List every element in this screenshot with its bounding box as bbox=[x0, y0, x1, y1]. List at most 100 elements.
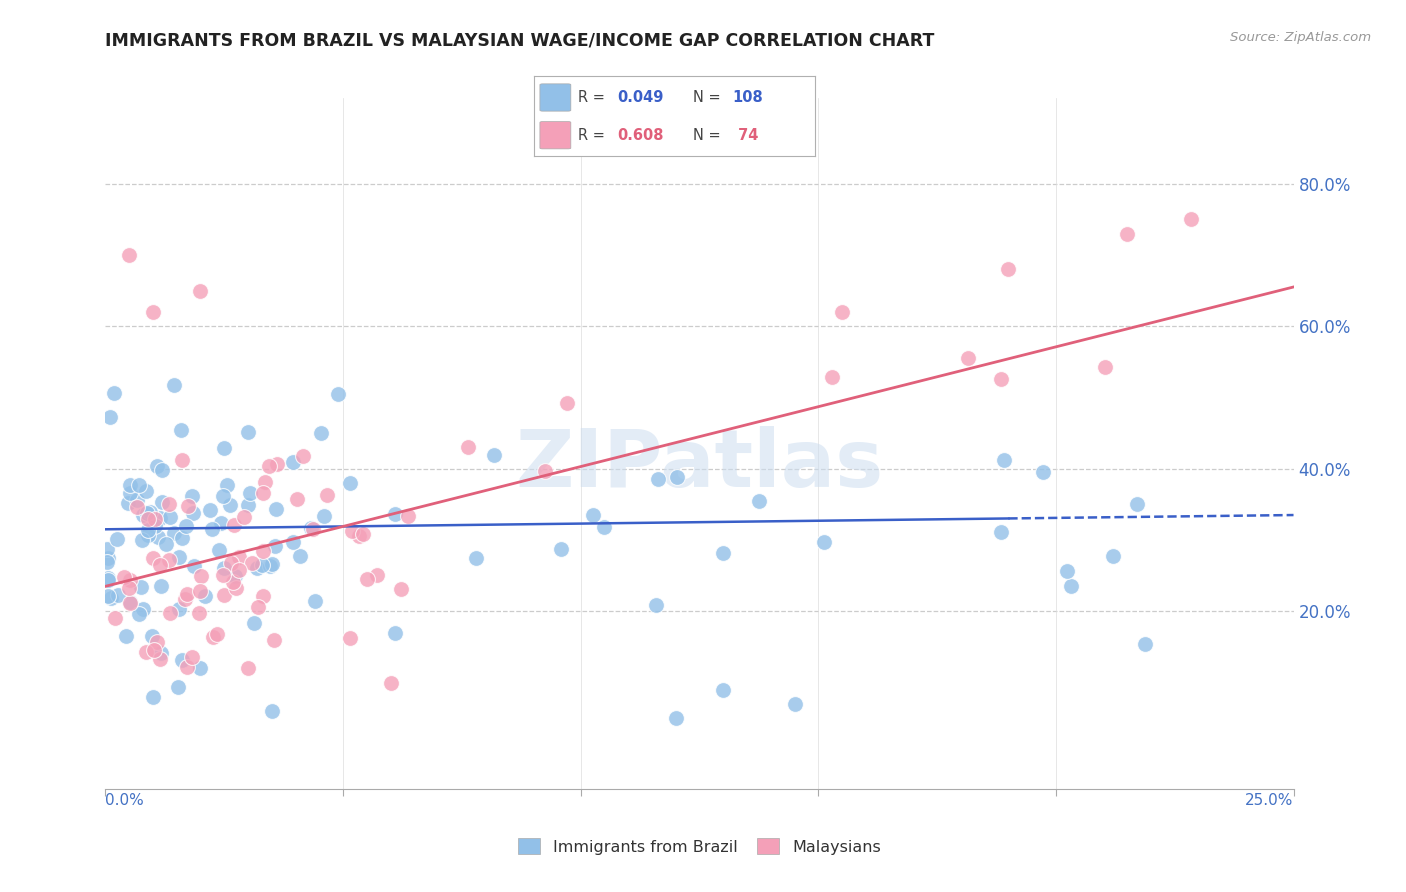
Text: ZIPatlas: ZIPatlas bbox=[516, 425, 883, 503]
Point bbox=[96, 555, 118, 569]
Text: 108: 108 bbox=[733, 90, 763, 105]
FancyBboxPatch shape bbox=[540, 84, 571, 112]
Point bbox=[118, 486, 141, 500]
Point bbox=[103, 386, 125, 401]
Point bbox=[159, 606, 181, 620]
FancyBboxPatch shape bbox=[540, 121, 571, 149]
Point bbox=[352, 527, 374, 541]
Point bbox=[163, 526, 186, 541]
Point bbox=[150, 579, 173, 593]
Point bbox=[120, 478, 142, 492]
Point bbox=[149, 558, 172, 572]
Point bbox=[647, 472, 669, 486]
Point bbox=[240, 556, 263, 570]
Point bbox=[711, 546, 734, 560]
Point bbox=[482, 449, 505, 463]
Point bbox=[222, 575, 245, 590]
Point bbox=[299, 521, 322, 535]
Point bbox=[141, 629, 163, 643]
Point bbox=[339, 631, 361, 645]
Point bbox=[384, 625, 406, 640]
Point bbox=[190, 661, 212, 675]
Point bbox=[1094, 360, 1116, 375]
Point bbox=[711, 682, 734, 697]
Point bbox=[208, 542, 231, 557]
Point bbox=[141, 551, 163, 566]
Point bbox=[150, 646, 173, 660]
Point bbox=[205, 627, 228, 641]
Point bbox=[176, 659, 198, 673]
Point bbox=[250, 558, 273, 573]
Point bbox=[257, 458, 280, 473]
Point bbox=[96, 541, 118, 556]
Text: R =: R = bbox=[578, 90, 609, 105]
Text: R =: R = bbox=[578, 128, 609, 143]
Point bbox=[190, 569, 212, 583]
Point bbox=[139, 505, 162, 519]
Point bbox=[148, 531, 170, 545]
Point bbox=[150, 462, 173, 476]
Point bbox=[264, 540, 287, 554]
Point bbox=[302, 522, 325, 536]
Point bbox=[396, 508, 419, 523]
Point bbox=[209, 516, 232, 531]
Point bbox=[236, 425, 259, 440]
Point bbox=[136, 512, 159, 526]
Point bbox=[212, 561, 235, 575]
Point bbox=[309, 425, 332, 440]
Point bbox=[163, 378, 186, 392]
Point bbox=[97, 551, 120, 566]
Point bbox=[990, 372, 1012, 386]
Point bbox=[128, 478, 150, 492]
Point bbox=[232, 509, 254, 524]
Point bbox=[1102, 549, 1125, 564]
Point bbox=[118, 573, 141, 587]
Point bbox=[146, 458, 169, 473]
Point bbox=[260, 704, 283, 718]
Point bbox=[157, 497, 180, 511]
Point bbox=[222, 517, 245, 532]
Point bbox=[176, 587, 198, 601]
Point bbox=[821, 370, 844, 384]
Point bbox=[252, 589, 274, 603]
Point bbox=[188, 606, 211, 620]
Point bbox=[214, 588, 236, 602]
Point bbox=[645, 599, 668, 613]
Point bbox=[246, 600, 269, 615]
Point bbox=[194, 589, 217, 603]
Point bbox=[356, 572, 378, 586]
Point bbox=[174, 519, 197, 533]
Point bbox=[177, 499, 200, 513]
Point bbox=[224, 569, 246, 583]
Text: IMMIGRANTS FROM BRAZIL VS MALAYSIAN WAGE/INCOME GAP CORRELATION CHART: IMMIGRANTS FROM BRAZIL VS MALAYSIAN WAGE… bbox=[105, 31, 935, 49]
Point bbox=[201, 522, 224, 536]
Point bbox=[1032, 465, 1054, 479]
Point bbox=[190, 284, 212, 298]
Point bbox=[129, 580, 152, 594]
Point bbox=[254, 475, 277, 489]
Point bbox=[142, 305, 165, 319]
Point bbox=[557, 396, 579, 410]
Point bbox=[665, 470, 688, 484]
Point bbox=[105, 532, 128, 546]
Point bbox=[225, 581, 247, 595]
Point bbox=[135, 484, 157, 499]
Point bbox=[228, 563, 250, 577]
Point bbox=[288, 549, 311, 564]
Point bbox=[219, 498, 242, 512]
Point bbox=[263, 632, 285, 647]
Point bbox=[783, 697, 806, 711]
Point bbox=[188, 584, 211, 599]
Point bbox=[104, 611, 127, 625]
Point bbox=[285, 491, 308, 506]
Point bbox=[174, 591, 197, 606]
Point bbox=[148, 652, 170, 666]
Point bbox=[138, 523, 160, 537]
Point bbox=[200, 503, 222, 517]
Point bbox=[259, 559, 281, 574]
Point bbox=[342, 524, 364, 539]
Point bbox=[181, 507, 204, 521]
Point bbox=[1060, 579, 1083, 593]
Point bbox=[172, 531, 194, 545]
Text: 74: 74 bbox=[733, 128, 758, 143]
